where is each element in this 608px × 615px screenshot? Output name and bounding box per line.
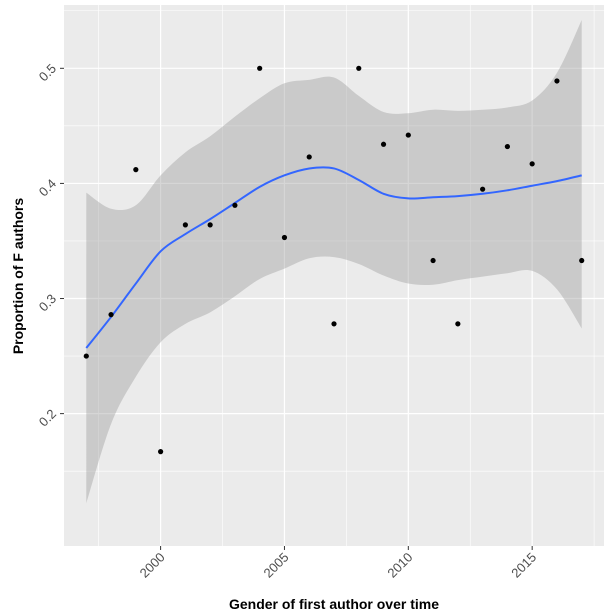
data-point: [380, 141, 387, 147]
data-point: [158, 449, 164, 455]
y-tick-label: 0.3: [36, 291, 59, 314]
x-axis-title: Gender of first author over time: [229, 596, 439, 612]
data-point: [529, 161, 535, 167]
grid-minor: [64, 5, 604, 546]
y-axis-title: Proportion of F authors: [10, 198, 26, 355]
data-point: [108, 312, 114, 318]
data-point: [182, 222, 188, 228]
data-point: [579, 257, 585, 264]
y-tick-label: 0.4: [36, 176, 59, 199]
data-point: [430, 257, 436, 264]
data-point: [281, 234, 288, 241]
data-point: [356, 65, 362, 71]
data-point: [504, 143, 510, 150]
data-point: [554, 78, 560, 84]
data-point: [331, 321, 337, 327]
x-tick-label: 2015: [508, 550, 539, 581]
plot-panel: [64, 5, 604, 546]
data-point: [133, 167, 139, 173]
data-point: [480, 186, 486, 192]
data-point: [257, 65, 263, 71]
x-tick-label: 2005: [261, 550, 292, 581]
data-point: [232, 202, 238, 208]
data-point: [455, 321, 461, 327]
y-tick-label: 0.2: [36, 406, 59, 429]
x-axis-ticks: 2000 2005 2010 2015: [137, 546, 539, 581]
data-point: [405, 132, 411, 138]
data-point: [306, 154, 312, 160]
y-tick-label: 0.5: [36, 61, 59, 84]
x-tick-label: 2000: [137, 550, 168, 581]
data-point: [207, 222, 213, 228]
grid-major: [64, 5, 604, 546]
data-point: [83, 353, 89, 359]
y-axis-ticks: 0.2 0.3 0.4 0.5: [36, 61, 64, 430]
data-points: [83, 65, 585, 455]
confidence-band: [86, 19, 582, 504]
smooth-line: [85, 166, 582, 349]
x-tick-label: 2010: [384, 550, 415, 581]
